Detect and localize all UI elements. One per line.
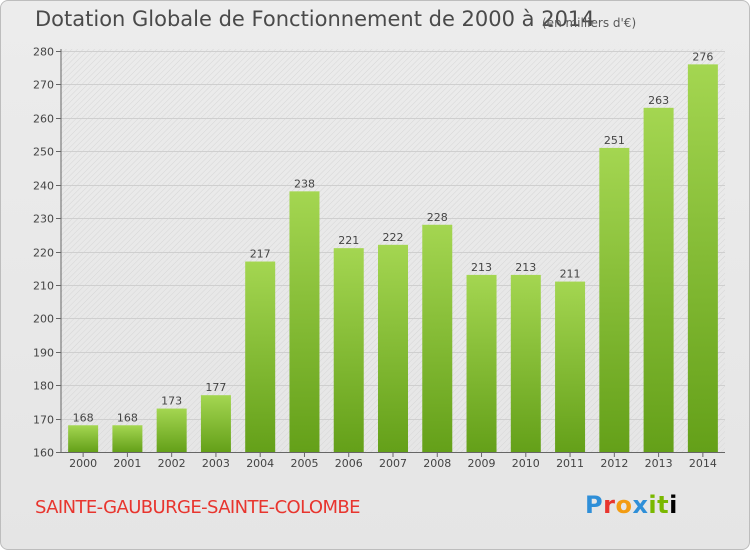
bar [245, 261, 276, 452]
bar [68, 425, 99, 452]
y-tick-label: 230 [33, 213, 54, 226]
bar-value-label: 276 [692, 50, 713, 63]
bar [156, 408, 187, 452]
bar [555, 281, 586, 452]
x-tick-label: 2005 [290, 457, 318, 470]
proxiti-logo[interactable]: Proxiti [585, 491, 678, 519]
y-tick-label: 190 [33, 347, 54, 360]
bar-value-label: 213 [515, 261, 536, 274]
bar-value-label: 251 [604, 134, 625, 147]
chart-subtitle: (en milliers d'€) [542, 16, 637, 30]
bar [289, 191, 320, 452]
bar-value-label: 213 [471, 261, 492, 274]
x-tick-label: 2003 [202, 457, 230, 470]
x-tick-label: 2007 [379, 457, 407, 470]
bar-value-label: 217 [250, 248, 271, 261]
bar-value-label: 177 [205, 381, 226, 394]
y-tick-label: 160 [33, 447, 54, 460]
y-tick-label: 260 [33, 113, 54, 126]
bar-value-label: 238 [294, 177, 315, 190]
y-tick-label: 200 [33, 313, 54, 326]
x-tick-label: 2001 [113, 457, 141, 470]
bar [599, 147, 630, 453]
bar-value-label: 173 [161, 395, 182, 408]
x-tick-label: 2002 [158, 457, 186, 470]
y-tick-label: 250 [33, 146, 54, 159]
commune-name: SAINTE-GAUBURGE-SAINTE-COLOMBE [35, 497, 361, 518]
y-tick-label: 240 [33, 180, 54, 193]
bar-value-label: 222 [383, 231, 404, 244]
x-tick-label: 2010 [512, 457, 540, 470]
bar-value-label: 211 [560, 268, 581, 281]
x-tick-label: 2004 [246, 457, 274, 470]
bar-value-label: 263 [648, 94, 669, 107]
bar [378, 244, 408, 452]
x-tick-label: 2008 [423, 457, 451, 470]
bar [510, 274, 541, 452]
x-tick-label: 2013 [645, 457, 673, 470]
bar [687, 64, 718, 452]
x-tick-label: 2009 [468, 457, 496, 470]
bar-value-label: 168 [73, 411, 94, 424]
x-tick-label: 2012 [600, 457, 628, 470]
x-tick-label: 2006 [335, 457, 363, 470]
x-tick-label: 2014 [689, 457, 717, 470]
y-tick-label: 210 [33, 280, 54, 293]
bar [112, 425, 143, 452]
bar-value-label: 168 [117, 411, 138, 424]
y-tick-label: 180 [33, 380, 54, 393]
bar [643, 107, 674, 452]
y-tick-label: 280 [33, 46, 54, 59]
bar [422, 224, 453, 452]
bar-value-label: 228 [427, 211, 448, 224]
bar-value-label: 221 [338, 234, 359, 247]
x-tick-label: 2000 [69, 457, 97, 470]
y-tick-label: 170 [33, 414, 54, 427]
y-tick-label: 220 [33, 247, 54, 260]
x-tick-label: 2011 [556, 457, 584, 470]
bar [200, 395, 231, 452]
bar [333, 248, 364, 452]
chart-title: Dotation Globale de Fonctionnement de 20… [35, 7, 595, 31]
y-tick-label: 270 [33, 79, 54, 92]
bar [466, 274, 497, 452]
